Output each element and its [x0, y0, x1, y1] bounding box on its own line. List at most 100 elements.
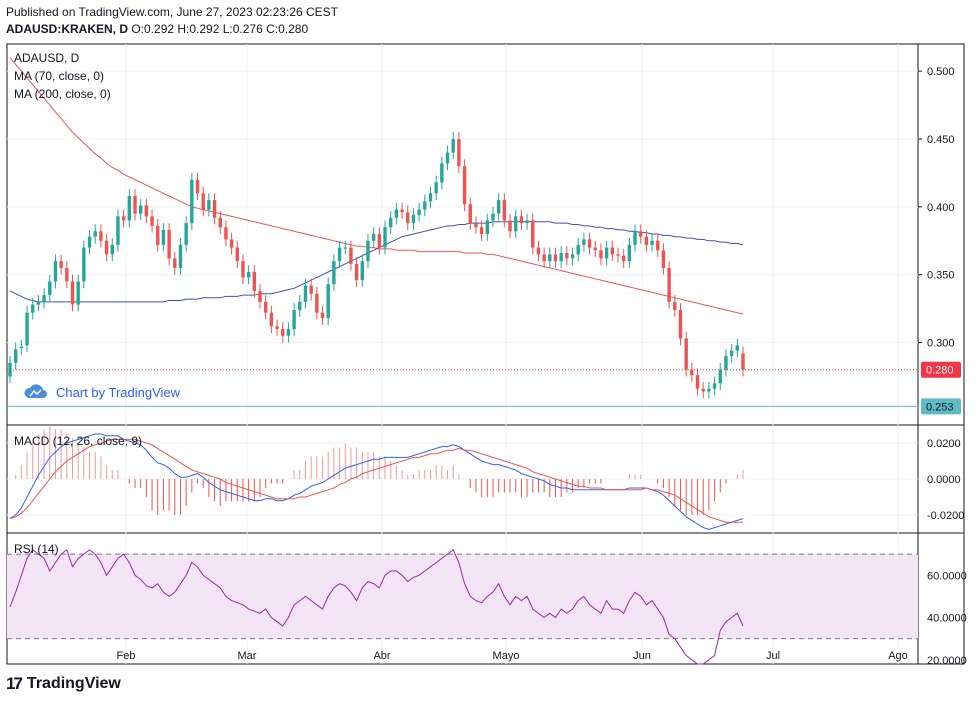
candle-body [82, 247, 86, 282]
price-tick-label: 0.350 [927, 270, 955, 282]
candle-body [440, 163, 444, 183]
candle-body [417, 209, 421, 215]
low-price-label: 0.253 [926, 401, 954, 413]
macd-tick-label: 0.0000 [927, 474, 961, 486]
candle-body [190, 179, 194, 224]
candle-body [263, 301, 268, 313]
candle-body [394, 209, 399, 218]
candle-body [87, 236, 92, 248]
candle-body [161, 229, 166, 245]
candle-body [184, 223, 188, 245]
rsi-tick-label: 20.0000 [927, 655, 967, 667]
candle-body [144, 205, 149, 217]
candle-body [457, 139, 461, 167]
current-price-label: 0.280 [926, 365, 954, 377]
candle-body [298, 301, 302, 310]
candle-body [621, 255, 626, 262]
candle-body [707, 388, 711, 392]
candle-body [650, 240, 654, 245]
candle-body [354, 263, 359, 281]
watermark-text: Chart by TradingView [56, 384, 181, 400]
candle-body [491, 213, 495, 221]
candle-body [25, 312, 29, 346]
rsi-legend: RSI (14) [14, 542, 59, 556]
candle-body [292, 310, 296, 329]
candle-body [576, 244, 580, 255]
candle-body [462, 166, 467, 205]
candle-body [445, 152, 450, 164]
candle-body [36, 301, 41, 305]
candle-body [593, 247, 597, 251]
x-tick-label: Abr [373, 650, 390, 662]
candle-body [673, 301, 677, 310]
candle-body [548, 254, 552, 262]
candle-body [468, 204, 472, 224]
ma70-legend: MA (70, close, 0) [14, 69, 105, 83]
candle-body [451, 139, 455, 153]
current-price-tag [921, 361, 961, 378]
candle-body [400, 209, 404, 213]
price-tick-label: 0.450 [927, 134, 955, 146]
price-tick-label: 0.400 [927, 202, 955, 214]
candle-body [104, 240, 109, 255]
candle-body [315, 293, 319, 313]
candle-body [138, 205, 143, 214]
candle-body [667, 267, 671, 302]
candle-body [42, 295, 46, 302]
candle-body [303, 285, 308, 302]
tradingview-logo[interactable]: 17 TradingView [6, 674, 121, 694]
tradingview-watermark[interactable]: Chart by TradingView [24, 384, 180, 400]
ohlc-values: O:0.292 H:0.292 L:0.276 C:0.280 [131, 22, 309, 36]
candle-body [434, 182, 438, 194]
chart-frame [6, 43, 965, 665]
candle-body [474, 223, 478, 228]
candle-body [13, 349, 18, 363]
candle-body [712, 383, 717, 389]
candle-body [724, 356, 728, 370]
candle-body [173, 258, 177, 268]
candle-body [633, 231, 637, 245]
ma70-line [9, 57, 744, 315]
rsi-tick-label: 60.0000 [927, 570, 967, 582]
candle-body [48, 281, 52, 296]
ma200-legend: MA (200, close, 0) [14, 87, 111, 101]
candle-body [383, 227, 387, 248]
candle-body [411, 215, 416, 224]
macd-tick-label: -0.0200 [927, 510, 964, 522]
rsi-band [7, 554, 918, 639]
low-price-tag [921, 398, 961, 415]
candle-body [156, 225, 160, 245]
x-tick-label: Ago [888, 650, 908, 662]
candle-body [207, 200, 211, 210]
candle-body [741, 353, 745, 370]
candle-body [201, 193, 205, 210]
candle-body [627, 244, 632, 262]
macd-tick-label: 0.0200 [927, 438, 961, 450]
price-tick-label: 0.300 [927, 338, 955, 350]
candle-body [309, 285, 313, 294]
candle-body [360, 261, 364, 281]
candle-body [377, 234, 382, 248]
candle-body [229, 239, 234, 248]
candle-body [542, 254, 546, 262]
candle-body [570, 254, 575, 259]
candle-body [718, 369, 722, 384]
candle-body [320, 312, 325, 319]
candle-body [275, 326, 279, 329]
candle-body [127, 196, 132, 221]
candle-body [212, 200, 217, 218]
candle-body [514, 216, 518, 232]
candle-body [252, 272, 257, 291]
candle-body [286, 329, 291, 336]
candle-body [559, 253, 563, 262]
candle-body [678, 310, 683, 339]
symbol-ohlc-line: ADAUSD:KRAKEN, D O:0.292 H:0.292 L:0.276… [6, 22, 308, 36]
candle-body [553, 254, 558, 262]
logo-mark-icon: 17 [6, 674, 23, 693]
candle-body [536, 247, 541, 255]
candle-body [258, 291, 262, 302]
candle-body [735, 345, 740, 351]
candle-body [269, 312, 274, 327]
candle-body [616, 254, 620, 256]
